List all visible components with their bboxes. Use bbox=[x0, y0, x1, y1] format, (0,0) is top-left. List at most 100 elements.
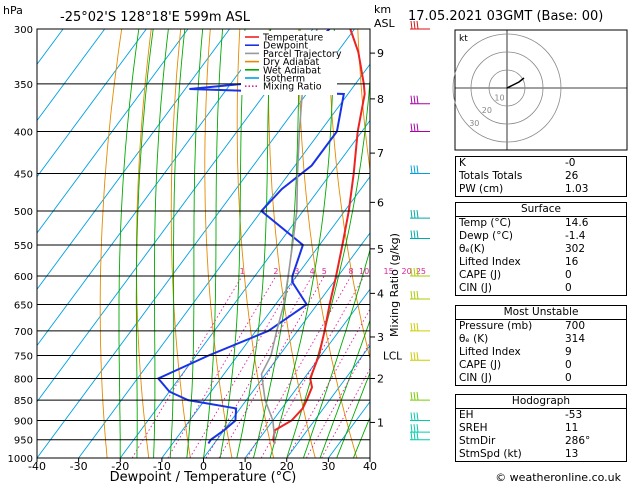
wind-barb-flag bbox=[413, 230, 416, 239]
row-label: StmSpd (kt) bbox=[459, 448, 522, 460]
k-value: -0 bbox=[565, 157, 576, 169]
surface-rows: Temp (°C) 14.6 Dewp (°C) -1.4 θₑ(K) 302 Lifted… bbox=[456, 216, 626, 295]
x-axis-title: Dewpoint / Temperature (°C) bbox=[110, 470, 297, 485]
x-tick-label: -40 bbox=[28, 460, 46, 473]
most-unstable-title: Most Unstable bbox=[503, 306, 579, 318]
wind-barb-flag bbox=[413, 210, 416, 219]
row-label: CAPE (J) bbox=[459, 269, 502, 281]
wind-barb-flag bbox=[410, 392, 413, 401]
pressure-tick-label: 1000 bbox=[8, 454, 33, 465]
wind-barb-flag bbox=[410, 352, 413, 361]
wind-barb-flag bbox=[410, 290, 413, 300]
surface-table: Surface Temp (°C) 14.6 Dewp (°C) -1.4 θₑ(K) 3… bbox=[455, 202, 627, 296]
pressure-tick-label: 800 bbox=[14, 374, 33, 385]
wind-barb bbox=[410, 267, 430, 277]
mixing-ratio-label: 25 bbox=[416, 267, 426, 276]
wind-barb bbox=[410, 431, 430, 441]
row-label: Dewp (°C) bbox=[459, 230, 513, 242]
row-value: -1.4 bbox=[565, 230, 586, 242]
most-unstable-table: Most Unstable Pressure (mb) 700 θₑ (K) 314 L… bbox=[455, 305, 627, 386]
legend-label: Temperature bbox=[262, 33, 323, 44]
isotherm-line bbox=[37, 29, 230, 291]
x-tick-label: -30 bbox=[70, 460, 88, 473]
isotherm-line bbox=[37, 29, 272, 347]
row-value: 11 bbox=[565, 422, 579, 434]
table-row: CAPE (J) 0 bbox=[456, 269, 626, 282]
wind-barb bbox=[410, 230, 430, 239]
row-value: 302 bbox=[565, 243, 586, 255]
k-row: K -0 bbox=[456, 157, 626, 170]
km-tick-label: 9 bbox=[377, 47, 384, 60]
wind-barb bbox=[410, 165, 430, 174]
wind-barb-flag bbox=[416, 352, 419, 361]
km-tick-label: 6 bbox=[377, 196, 384, 209]
wind-barb-flag bbox=[416, 20, 419, 30]
wind-barb-flag bbox=[413, 267, 416, 277]
footer-credit: © weatheronline.co.uk bbox=[495, 471, 621, 484]
pw-label: PW (cm) bbox=[459, 183, 504, 195]
wind-barb bbox=[410, 290, 430, 300]
tt-row: Totals Totals 26 bbox=[456, 170, 626, 183]
isotherm-line bbox=[37, 29, 314, 403]
table-row: SREH 11 bbox=[456, 422, 626, 435]
row-label: Pressure (mb) bbox=[459, 320, 533, 332]
wind-barb bbox=[410, 352, 430, 361]
date-label: 17.05.2021 03GMT (Base: 00) bbox=[408, 9, 603, 24]
wind-barb-flag bbox=[410, 210, 413, 219]
wind-barb-flag bbox=[416, 412, 419, 421]
mixing-ratio-line bbox=[218, 275, 325, 458]
wind-barb-flag bbox=[416, 230, 419, 239]
station-title: -25°02'S 128°18'E 599m ASL bbox=[60, 10, 251, 25]
dry-adiabat-line bbox=[357, 29, 370, 174]
wind-barb-flag bbox=[410, 230, 413, 239]
hodograph-ring-label: 30 bbox=[469, 119, 479, 128]
wind-barb bbox=[410, 95, 430, 105]
row-value: 700 bbox=[565, 320, 586, 332]
row-label: θₑ (K) bbox=[459, 333, 489, 345]
row-value: 16 bbox=[565, 256, 579, 268]
table-row: θₑ(K) 302 bbox=[456, 243, 626, 256]
table-row: Pressure (mb) 700 bbox=[456, 320, 626, 333]
row-value: 0 bbox=[565, 269, 572, 281]
wind-barb-flag bbox=[410, 424, 413, 433]
axis-labels: 3003504004505005506006507007508008509009… bbox=[8, 25, 426, 473]
wind-barb-flag bbox=[416, 322, 419, 331]
wind-barb-flag bbox=[413, 412, 416, 421]
legend-label: Wet Adiabat bbox=[263, 65, 321, 76]
x-tick-label: 10 bbox=[238, 460, 252, 473]
k-label: K bbox=[459, 157, 466, 169]
isotherm-line bbox=[37, 29, 189, 234]
x-tick-label: 0 bbox=[200, 460, 207, 473]
legend-label: Mixing Ratio bbox=[263, 82, 322, 93]
legend-label: Dry Adiabat bbox=[263, 57, 320, 68]
pw-value: 1.03 bbox=[565, 183, 589, 195]
mixing-ratio-line bbox=[286, 308, 370, 458]
x-tick-label: 20 bbox=[280, 460, 294, 473]
pressure-tick-label: 700 bbox=[14, 327, 33, 338]
isotherm-line bbox=[203, 232, 370, 458]
hpa-label: hPa bbox=[3, 4, 23, 17]
surface-title: Surface bbox=[520, 203, 561, 215]
wind-barb-flag bbox=[413, 431, 416, 440]
mixing-ratio-line bbox=[189, 275, 298, 458]
pressure-tick-label: 450 bbox=[14, 169, 33, 180]
km-tick-label: 4 bbox=[377, 287, 384, 300]
table-row: Lifted Index 16 bbox=[456, 256, 626, 269]
mixing-ratio-label: 3 bbox=[294, 267, 299, 276]
wind-barb-flag bbox=[416, 165, 419, 174]
hodograph-ring-label: 20 bbox=[482, 106, 492, 115]
wind-barb-flag bbox=[410, 165, 413, 174]
dry-adiabat-line bbox=[135, 29, 152, 458]
km-tick-label: 5 bbox=[377, 243, 384, 256]
wet-adiabat-line bbox=[118, 29, 140, 458]
table-row: Lifted Index 9 bbox=[456, 346, 626, 359]
row-value: 314 bbox=[565, 333, 586, 345]
wind-barb-flag bbox=[416, 123, 419, 132]
pressure-tick-label: 350 bbox=[14, 80, 33, 91]
table-row: CAPE (J) 0 bbox=[456, 359, 626, 372]
tt-value: 26 bbox=[565, 170, 579, 182]
row-label: Lifted Index bbox=[459, 346, 521, 358]
row-value: 0 bbox=[565, 359, 572, 371]
row-value: 286° bbox=[565, 435, 591, 447]
